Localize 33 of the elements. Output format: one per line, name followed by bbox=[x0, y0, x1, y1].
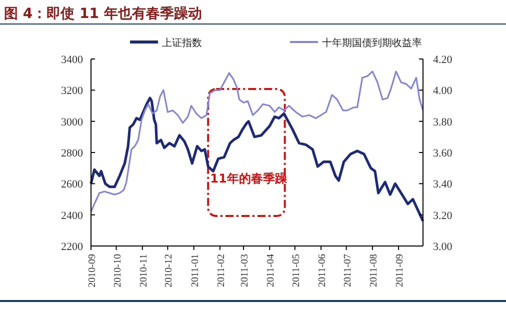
legend-label: 十年期国债到期收益率 bbox=[322, 37, 422, 49]
y-tick-label: 3200 bbox=[61, 85, 84, 98]
y-tick-label: 2200 bbox=[61, 241, 84, 253]
x-tick-label: 2010-11 bbox=[138, 254, 150, 287]
x-tick-label: 2011-08 bbox=[368, 254, 380, 287]
chart-title: 图 4：即使 11 年也有春季躁动 bbox=[4, 5, 202, 22]
y-tick-label: 3400 bbox=[61, 54, 84, 66]
y2-tick-label: 3.20 bbox=[433, 210, 453, 222]
band-label: 11年的春季躁 bbox=[210, 172, 288, 186]
x-tick-label: 2011-05 bbox=[290, 254, 302, 287]
x-tick-label: 2010-12 bbox=[164, 254, 175, 288]
x-tick-label: 2011-03 bbox=[240, 254, 251, 287]
y-tick-label: 2800 bbox=[61, 148, 84, 160]
y2-tick-label: 3.80 bbox=[433, 116, 453, 128]
y2-tick-label: 3.00 bbox=[433, 241, 453, 253]
x-tick-label: 2010-10 bbox=[112, 254, 124, 288]
x-tick-label: 2011-02 bbox=[216, 254, 227, 287]
y2-tick-label: 4.20 bbox=[433, 54, 453, 66]
line-series bbox=[90, 70, 424, 213]
y-tick-label: 3000 bbox=[61, 116, 84, 128]
y2-tick-label: 3.40 bbox=[433, 178, 453, 191]
y-tick-label: 2600 bbox=[61, 178, 84, 191]
legend-label: 上证指数 bbox=[162, 37, 202, 49]
x-tick-label: 2011-09 bbox=[394, 254, 406, 287]
y-tick-label: 2400 bbox=[61, 210, 84, 222]
y2-tick-label: 3.60 bbox=[433, 148, 453, 160]
x-tick-label: 2011-04 bbox=[266, 254, 277, 287]
x-tick-label: 2011-07 bbox=[342, 254, 354, 287]
x-tick-label: 2010-09 bbox=[87, 254, 98, 288]
line-series bbox=[90, 96, 424, 222]
y2-tick-label: 4.00 bbox=[433, 85, 453, 98]
x-tick-label: 2011-01 bbox=[190, 254, 201, 287]
x-tick-label: 2011-06 bbox=[317, 254, 328, 287]
